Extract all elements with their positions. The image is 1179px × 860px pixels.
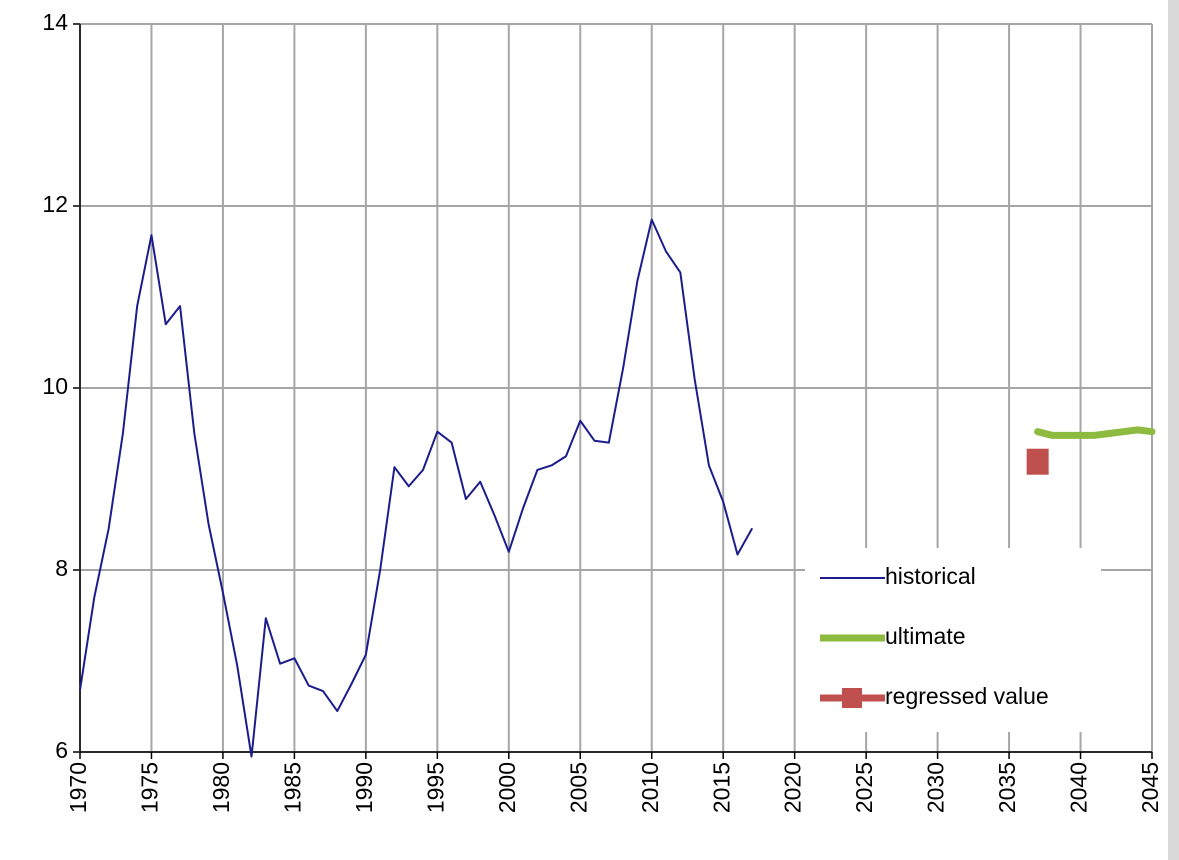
x-tick-label: 2040 [1066, 762, 1092, 813]
x-tick-label: 1970 [65, 762, 91, 813]
x-tick-label: 2025 [851, 762, 877, 813]
x-tick-label: 2045 [1137, 762, 1163, 813]
legend-label: ultimate [885, 623, 966, 649]
series-line [1034, 426, 1156, 439]
x-tick-label: 2005 [565, 762, 591, 813]
x-tick-label: 1990 [351, 762, 377, 813]
x-tick-label: 1995 [422, 762, 448, 813]
x-tick-label: 2030 [923, 762, 949, 813]
y-tick-label: 8 [55, 555, 68, 581]
y-tick-label: 12 [42, 191, 68, 217]
side-bar [1168, 0, 1179, 860]
x-tick-label: 1985 [279, 762, 305, 813]
series-line [79, 218, 753, 758]
x-tick-label: 2015 [708, 762, 734, 813]
y-tick-label: 14 [42, 9, 68, 35]
legend-label: regressed value [885, 683, 1049, 709]
y-tick-label: 10 [42, 373, 68, 399]
legend-marker [842, 688, 862, 708]
x-tick-label: 2010 [637, 762, 663, 813]
x-tick-label: 1975 [137, 762, 163, 813]
legend-label: historical [885, 563, 976, 589]
x-tick-label: 1980 [208, 762, 234, 813]
x-tick-label: 2000 [494, 762, 520, 813]
marker [1026, 448, 1049, 475]
y-tick-label: 6 [55, 737, 68, 763]
x-tick-label: 2035 [994, 762, 1020, 813]
x-tick-label: 2020 [780, 762, 806, 813]
